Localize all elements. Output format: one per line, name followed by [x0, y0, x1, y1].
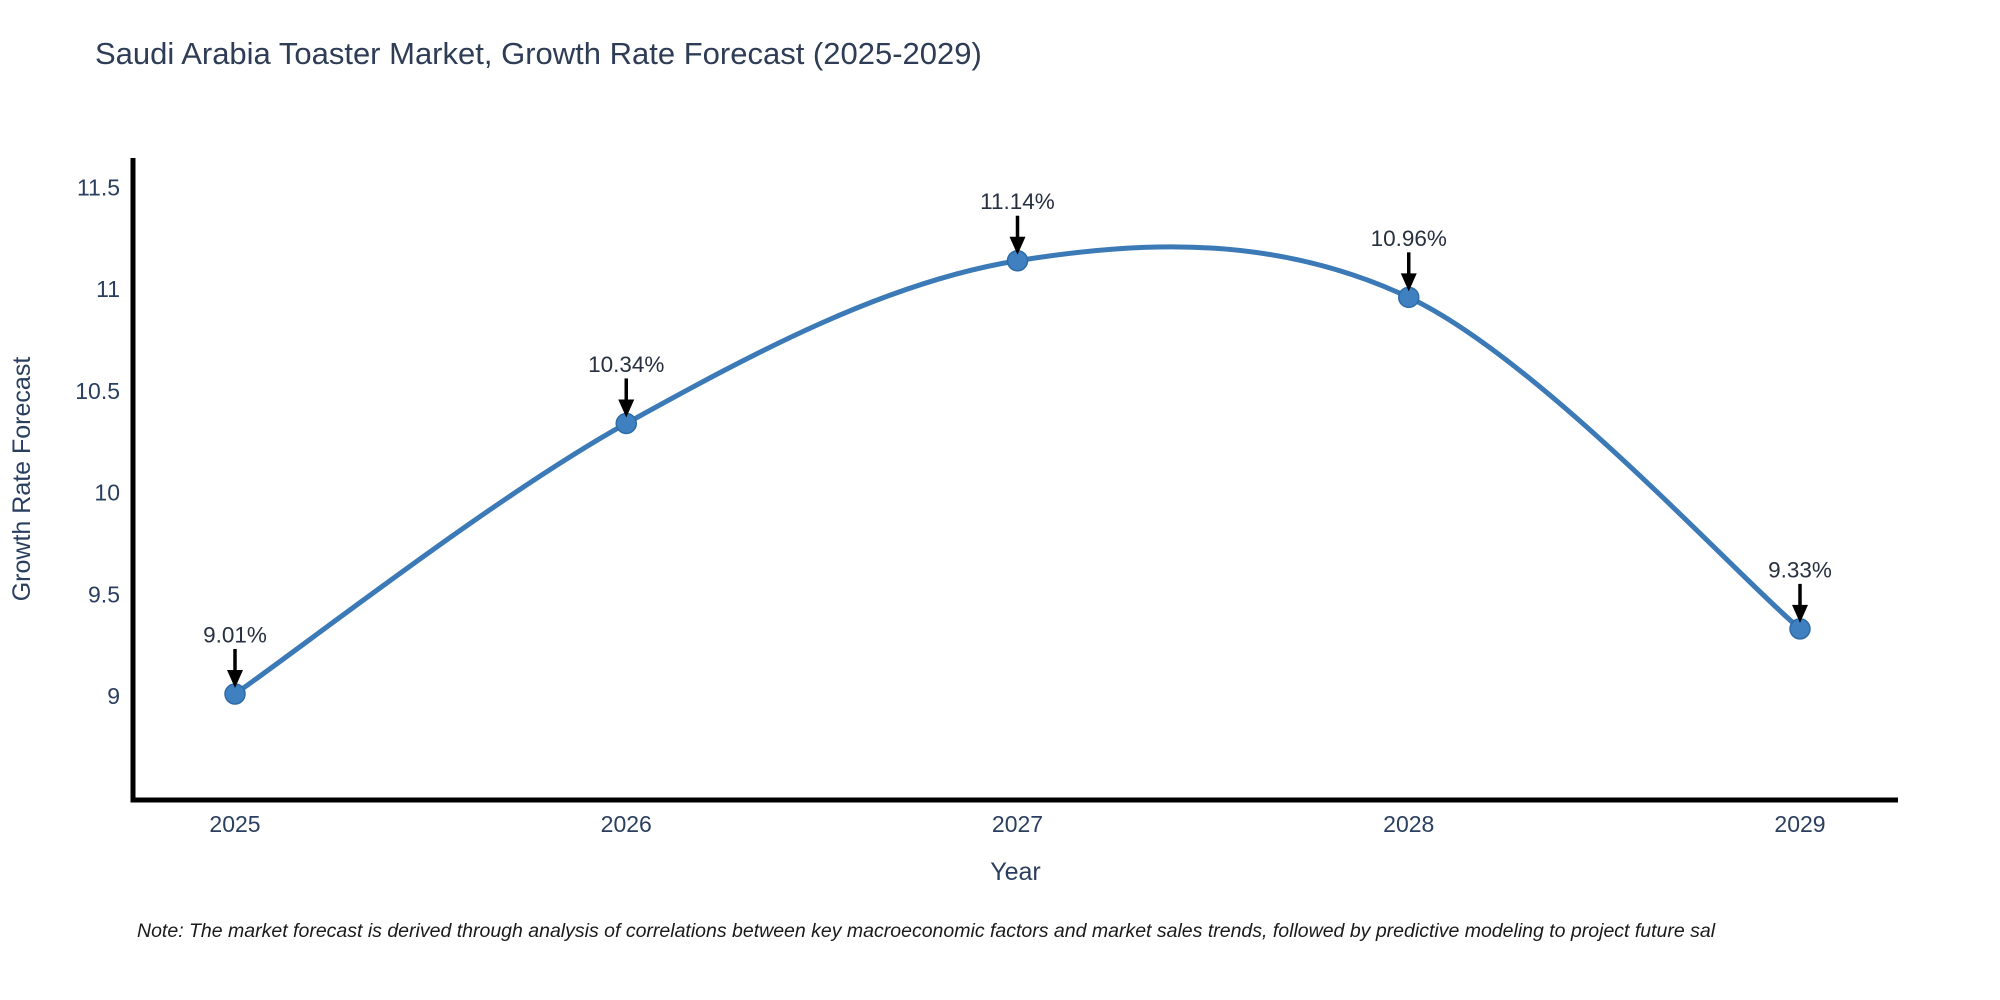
annotation-arrowhead-icon — [1400, 273, 1417, 292]
chart-title: Saudi Arabia Toaster Market, Growth Rate… — [95, 36, 982, 71]
y-tick-label: 10 — [94, 480, 120, 506]
annotation-arrowhead-icon — [618, 399, 635, 418]
forecast-line — [232, 244, 1803, 697]
point-value-label: 11.14% — [980, 189, 1055, 214]
annotation-arrowhead-icon — [1792, 604, 1808, 623]
y-tick-label: 9 — [107, 683, 120, 709]
y-axis-title: Growth Rate Forecast — [8, 357, 36, 602]
y-tick-label: 11 — [96, 276, 120, 302]
x-tick-label: 2026 — [601, 811, 652, 837]
x-tick-label: 2025 — [209, 811, 260, 837]
x-tick-label: 2029 — [1774, 811, 1825, 837]
footnote: Note: The market forecast is derived thr… — [137, 920, 1716, 942]
x-tick-label: 2027 — [992, 811, 1043, 837]
point-value-label: 10.96% — [1371, 226, 1447, 251]
annotation-arrowhead-icon — [1009, 236, 1026, 255]
point-value-label: 9.33% — [1768, 557, 1832, 582]
y-tick-label: 9.5 — [88, 581, 120, 607]
point-value-label: 10.34% — [588, 352, 664, 377]
point-value-label: 9.01% — [203, 622, 267, 647]
x-tick-label: 2028 — [1383, 811, 1434, 837]
y-tick-label: 10.5 — [75, 378, 120, 404]
annotation-arrowhead-icon — [227, 669, 243, 688]
y-tick-label: 11.5 — [77, 175, 120, 201]
x-axis-title: Year — [990, 858, 1041, 886]
